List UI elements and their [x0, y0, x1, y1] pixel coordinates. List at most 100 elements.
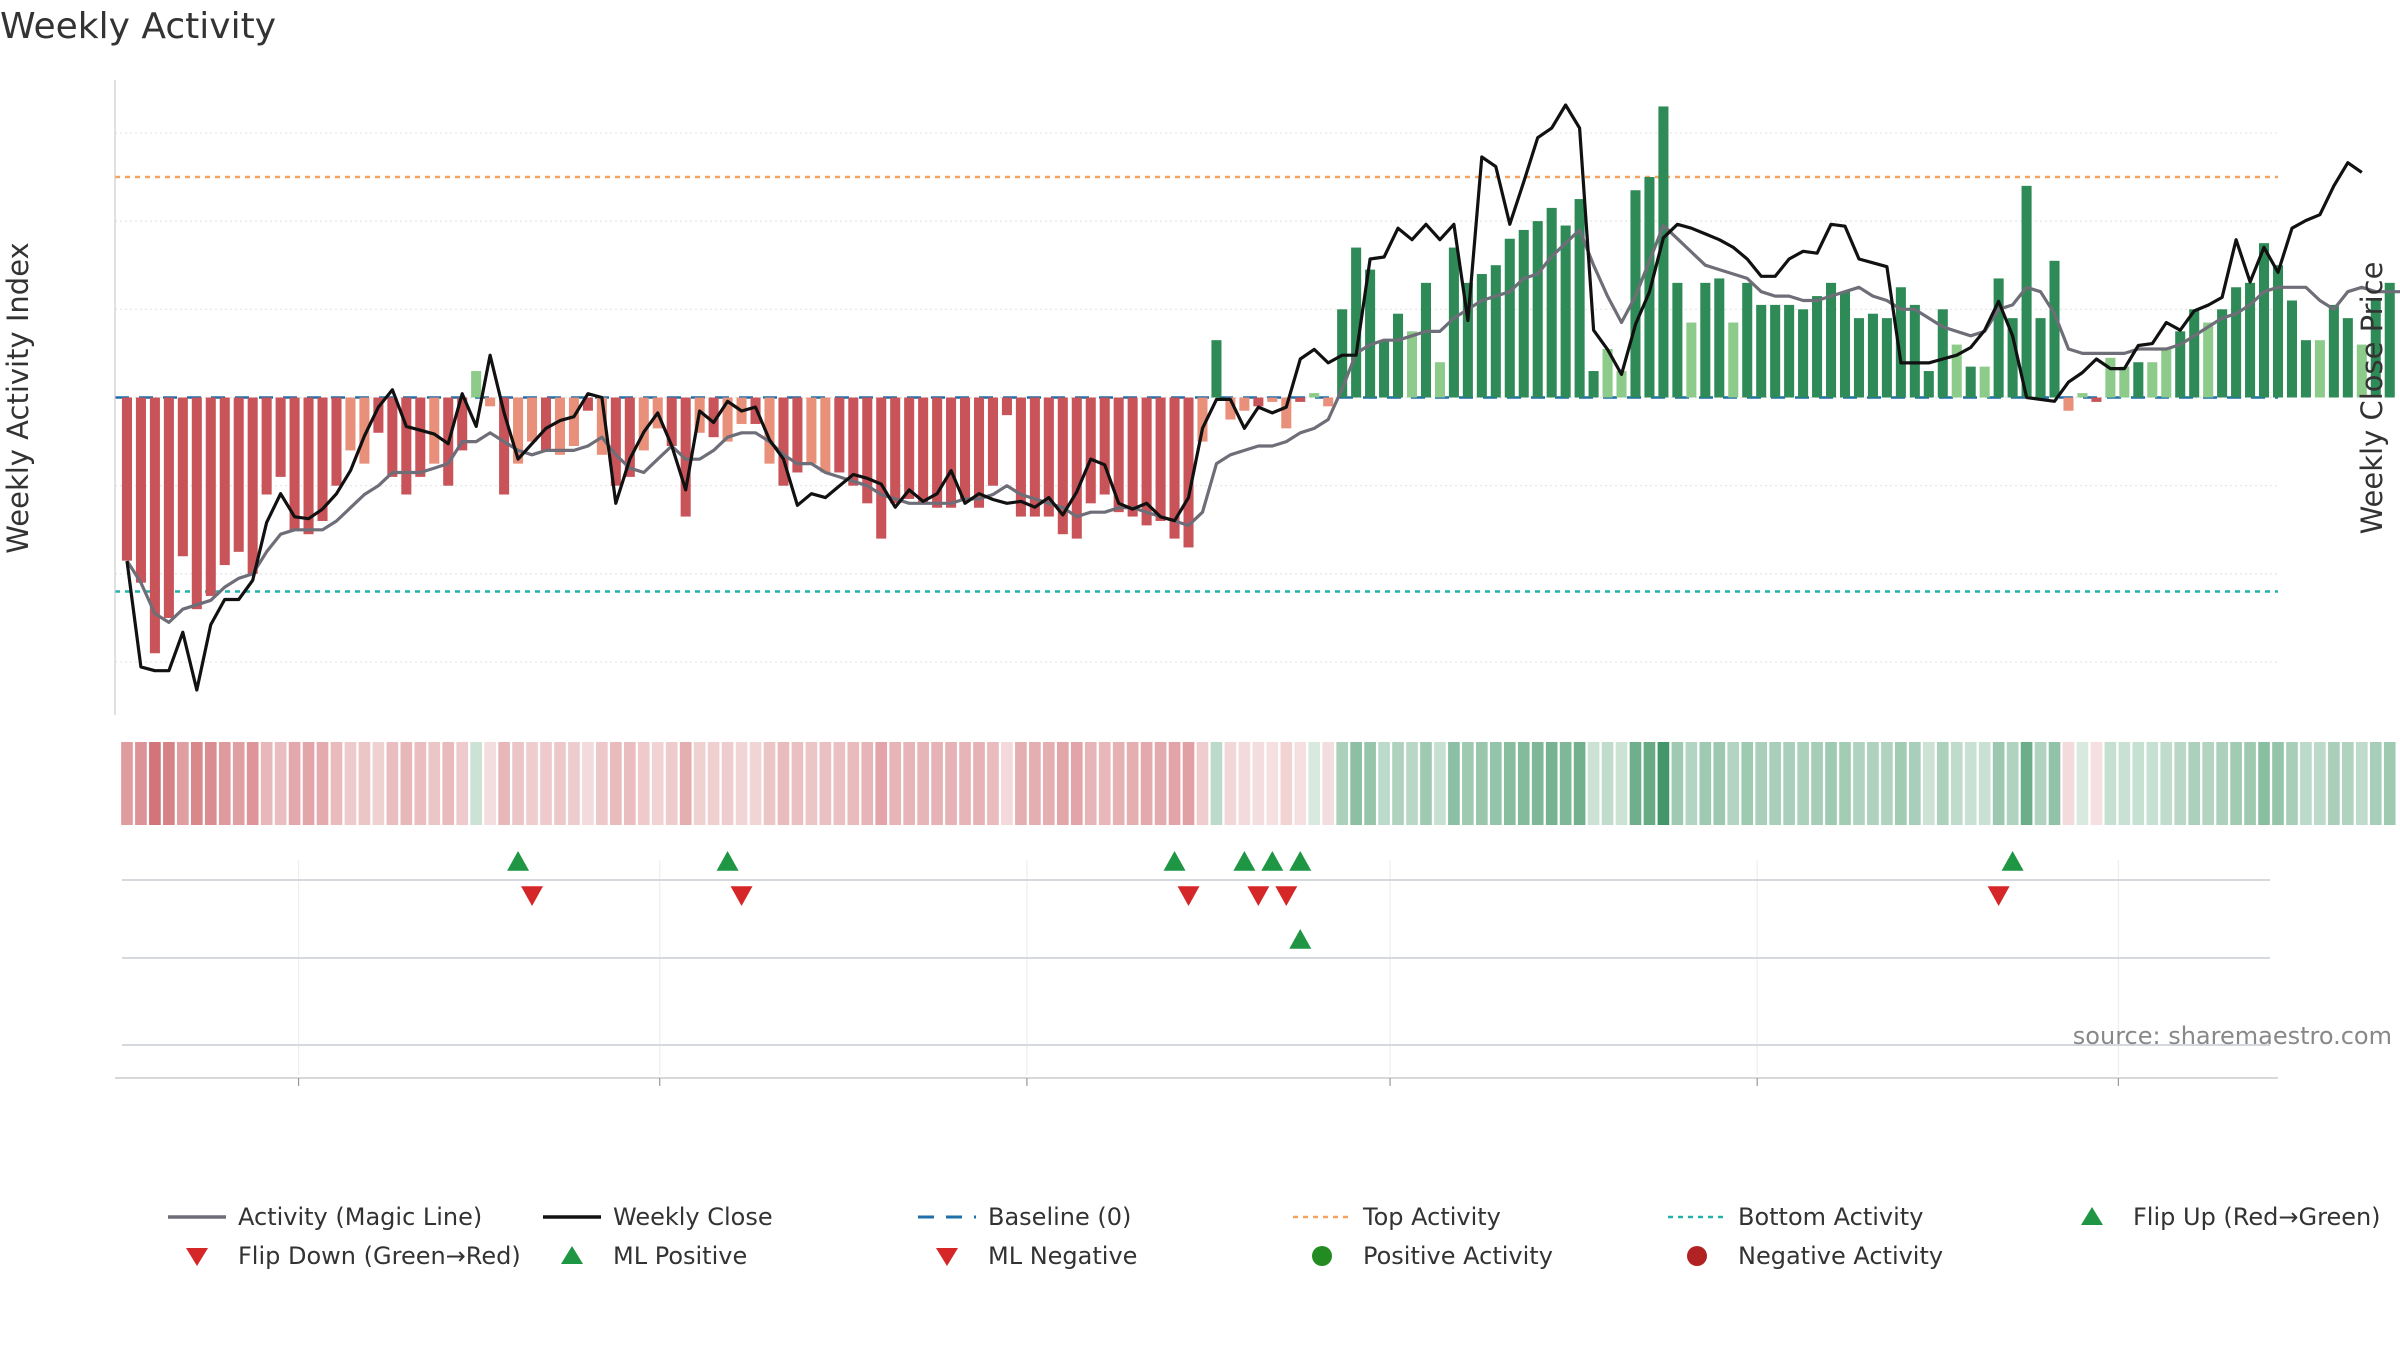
legend-label: Activity (Magic Line): [238, 1203, 482, 1231]
flip-down-marker: [1275, 886, 1298, 906]
activity-bar: [2133, 362, 2144, 398]
activity-bar: [1700, 282, 1711, 398]
heat-strip-cell: [344, 742, 357, 825]
heat-strip-cell: [1727, 742, 1740, 825]
activity-bar: [1993, 278, 2004, 398]
activity-bar: [2384, 282, 2395, 398]
magic-line: [125, 223, 2400, 625]
heat-strip-cell: [428, 742, 441, 825]
heat-strip-cell: [1280, 742, 1293, 825]
activity-bar: [1127, 397, 1138, 517]
heat-strip-cell: [1056, 742, 1069, 825]
heat-strip-cell: [1783, 742, 1795, 825]
heat-strip-cell: [749, 742, 762, 825]
activity-bar: [415, 397, 426, 477]
activity-bar: [2272, 265, 2284, 398]
activity-bar: [596, 397, 607, 455]
legend-item-mlneg: ML Negative: [936, 1242, 1137, 1270]
activity-bar: [792, 397, 803, 473]
activity-bar: [638, 397, 649, 451]
legend-item-negact: Negative Activity: [1687, 1242, 1943, 1270]
heat-strip-cell: [163, 742, 175, 825]
heat-strip-cell: [400, 742, 413, 825]
heat-strip-cell: [973, 742, 985, 825]
activity-bar: [1770, 304, 1781, 398]
activity-bar: [317, 397, 328, 521]
heat-strip-cell: [763, 742, 776, 825]
heat-strip-cell: [2076, 742, 2089, 825]
activity-bar: [1923, 371, 1934, 398]
activity-bar: [2286, 300, 2297, 398]
heat-strip-cell: [302, 742, 315, 825]
activity-bar: [457, 397, 468, 451]
legend-item-top: Top Activity: [1293, 1203, 1501, 1231]
activity-bar: [513, 397, 524, 464]
activity-bar: [876, 397, 887, 539]
activity-bar: [1183, 397, 1194, 548]
heat-strip-cell: [2328, 742, 2340, 825]
heat-strip-cell: [1336, 742, 1348, 825]
activity-bar: [233, 397, 244, 552]
heat-strip-cell: [1294, 742, 1307, 825]
activity-bar: [205, 397, 216, 596]
legend-item-baseline: Baseline (0): [918, 1203, 1131, 1231]
heat-strip-cell: [721, 742, 734, 825]
activity-bar: [1379, 340, 1390, 398]
heat-strip-cell: [1182, 742, 1195, 825]
activity-bar: [1015, 397, 1026, 517]
activity-bar: [582, 397, 593, 411]
heat-strip-cell: [232, 742, 245, 825]
heat-strip-cell: [959, 742, 971, 825]
activity-bar: [1965, 366, 1976, 398]
activity-bar: [1560, 225, 1571, 398]
heat-strip-cell: [1196, 742, 1209, 825]
activity-bar: [1881, 318, 1892, 398]
heat-strip-cell: [623, 742, 636, 825]
activity-bar: [1141, 397, 1152, 526]
activity-bar: [2245, 282, 2256, 398]
heat-strip-cell: [316, 742, 329, 825]
activity-bar: [1504, 238, 1515, 398]
legend-swatch: [1312, 1246, 1332, 1266]
activity-bar: [1686, 322, 1697, 398]
activity-bar: [540, 397, 552, 451]
activity-bar: [610, 397, 621, 486]
activity-bar: [1532, 221, 1543, 398]
heat-strip-cell: [2230, 742, 2242, 825]
heat-strip-cell: [1238, 742, 1251, 825]
activity-bar: [1784, 304, 1795, 398]
heat-strip-cell: [1392, 742, 1404, 825]
heat-strip-cell: [2132, 742, 2145, 825]
activity-bar: [1295, 397, 1306, 402]
activity-bar: [1225, 397, 1236, 420]
activity-bar: [904, 397, 915, 499]
heat-strip-cell: [2104, 742, 2117, 825]
activity-bar: [918, 397, 929, 504]
heat-strip-cell: [1531, 742, 1544, 825]
heat-strip-cell: [1224, 742, 1237, 825]
activity-bar: [1155, 397, 1166, 521]
signal-panels: [122, 851, 2270, 1046]
y-axis-label: Weekly Activity Index: [1, 242, 35, 553]
flip-up-marker: [1163, 851, 1186, 871]
activity-bar: [960, 397, 971, 499]
heat-strip-cell: [596, 742, 608, 825]
activity-bar: [2077, 393, 2088, 398]
activity-bar: [401, 397, 412, 495]
heat-strip-cell: [679, 742, 692, 825]
heat-strip-cell: [386, 742, 399, 825]
activity-bar: [345, 397, 356, 451]
activity-bar: [2356, 344, 2367, 398]
activity-bar: [2119, 366, 2130, 398]
heat-strip-cell: [1685, 742, 1698, 825]
activity-bar: [1812, 296, 1823, 398]
legend-swatch: [936, 1248, 958, 1266]
legend-item-close: Weekly Close: [543, 1203, 773, 1231]
legend-swatch: [1687, 1246, 1707, 1266]
flip-up-marker: [1261, 851, 1284, 871]
heat-strip-cell: [1992, 742, 2005, 825]
heat-strip-cell: [875, 742, 888, 825]
activity-bar: [1239, 397, 1250, 411]
heat-strip-cell: [470, 742, 482, 825]
heat-strip-cell: [498, 742, 510, 825]
